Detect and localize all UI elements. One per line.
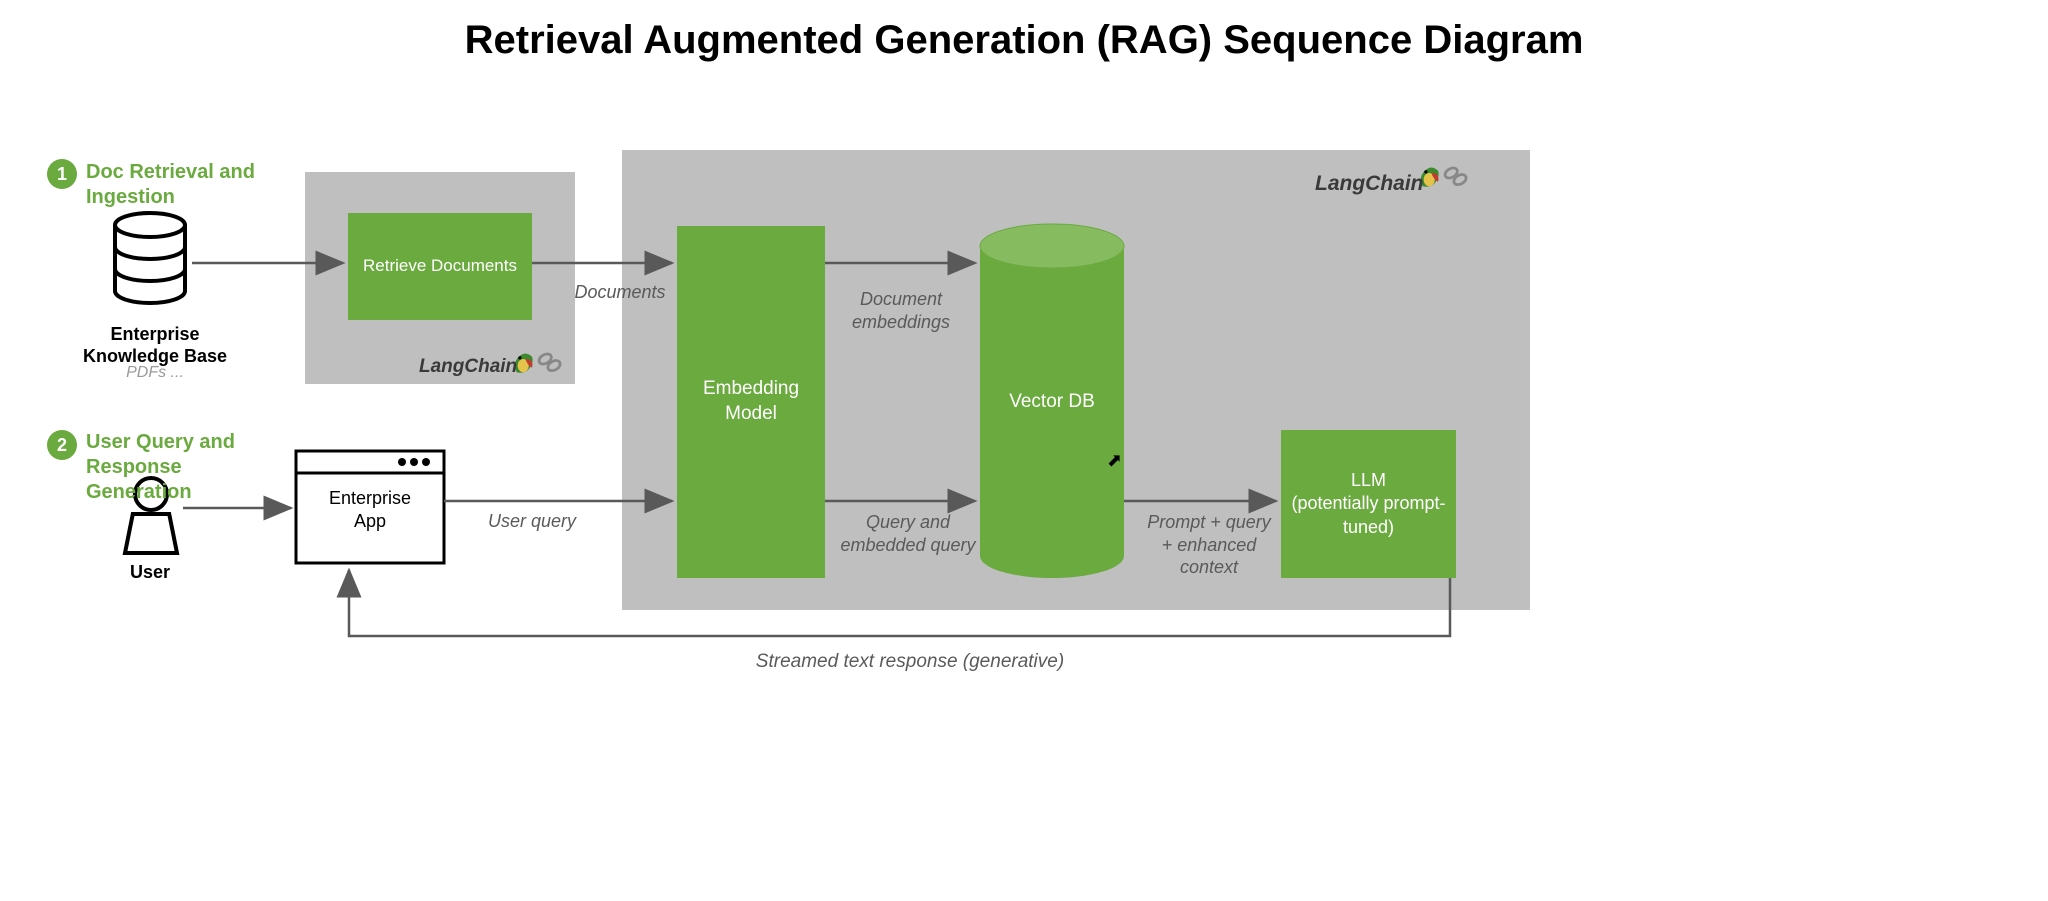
vectordb-label: Vector DB [980,387,1124,417]
embed: EmbeddingModel [677,226,825,578]
langchain-label-1: LangChain [1315,172,1424,196]
diagram-title: Retrieval Augmented Generation (RAG) Seq… [0,18,2048,63]
llm-to-app-label: Streamed text response (generative) [700,650,1120,674]
embed-to-vectordb-top-label: Documentembeddings [836,288,966,333]
langchain-label-0: LangChain [419,356,517,378]
section-label-1: Doc Retrieval andIngestion [86,160,286,210]
kb-label: EnterpriseKnowledge Base [80,324,230,367]
app-to-embed-label: User query [472,510,592,533]
kb-sublabel: PDFs ... [80,364,230,382]
llm: LLM(potentially prompt-tuned) [1281,430,1456,578]
vectordb-to-llm-label: Prompt + query+ enhancedcontext [1134,511,1284,579]
retrieve: Retrieve Documents [348,213,532,320]
app-label: EnterpriseApp [296,487,444,532]
embed-to-vectordb-bot-label: Query andembedded query [828,511,988,556]
user-label: User [100,562,200,583]
section-label-2: User Query and ResponseGeneration [86,430,326,505]
cursor-icon: ⬉ [1107,450,1122,471]
retrieve-to-embed-label: Documents [560,281,680,304]
section-badge-2: 2 [47,430,77,460]
section-badge-1: 1 [47,159,77,189]
